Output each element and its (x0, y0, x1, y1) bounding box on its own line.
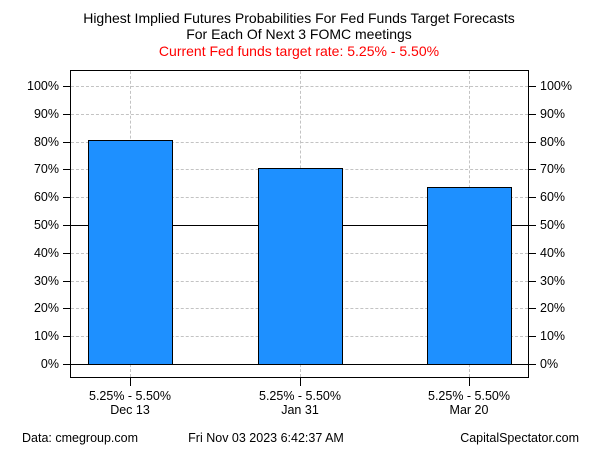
y-axis-label-left: 70% (33, 162, 59, 176)
y-axis-tick-right (529, 86, 536, 87)
y-axis-tick-left (63, 86, 70, 87)
chart-title-line1: Highest Implied Futures Probabilities Fo… (83, 10, 515, 26)
y-axis-tick-right (529, 169, 536, 170)
y-axis-tick-left (63, 308, 70, 309)
footer-site-name: CapitalSpectator.com (460, 431, 579, 445)
x-axis-tick (469, 378, 470, 386)
y-axis-label-left: 0% (40, 357, 59, 371)
y-axis-tick-left (63, 142, 70, 143)
x-axis-date-label: Dec 13 (110, 403, 150, 417)
y-axis-tick-left (63, 169, 70, 170)
gridline (71, 114, 528, 115)
chart-subtitle: Current Fed funds target rate: 5.25% - 5… (158, 43, 440, 59)
y-axis-label-left: 50% (33, 218, 59, 232)
y-axis-tick-right (529, 336, 536, 337)
plot-frame (70, 70, 529, 378)
y-axis-label-left: 30% (33, 274, 59, 288)
bar-dec-13 (88, 140, 173, 365)
footer-timestamp: Fri Nov 03 2023 6:42:37 AM (188, 431, 344, 445)
y-axis-label-right: 40% (540, 246, 566, 260)
x-axis-tick (130, 378, 131, 386)
y-axis-tick-left (63, 197, 70, 198)
y-axis-label-right: 60% (540, 190, 566, 204)
bar-mar-20 (427, 187, 512, 365)
x-axis-tick (300, 378, 301, 386)
bar-jan-31 (258, 168, 343, 365)
gridline (71, 142, 528, 143)
x-axis-label-group: 5.25% - 5.50% Dec 13 (60, 389, 200, 417)
y-axis-tick-right (529, 253, 536, 254)
chart-title-line2: For Each Of Next 3 FOMC meetings (186, 26, 412, 42)
y-axis-tick-left (63, 114, 70, 115)
y-axis-label-left: 100% (27, 79, 59, 93)
x-axis-rate-label: 5.25% - 5.50% (89, 389, 171, 403)
gridline (71, 86, 528, 87)
y-axis-label-left: 40% (33, 246, 59, 260)
y-axis-tick-right (529, 364, 536, 365)
y-axis-tick-right (529, 142, 536, 143)
y-axis-label-right: 50% (540, 218, 566, 232)
y-axis-tick-left (63, 364, 70, 365)
y-axis-tick-right (529, 281, 536, 282)
y-axis-tick-left (63, 281, 70, 282)
y-axis-tick-right (529, 225, 536, 226)
footer-data-source: Data: cmegroup.com (22, 431, 139, 445)
y-axis-tick-right (529, 114, 536, 115)
x-axis-rate-label: 5.25% - 5.50% (259, 389, 341, 403)
y-axis-label-left: 10% (33, 329, 59, 343)
x-axis-label-group: 5.25% - 5.50% Mar 20 (399, 389, 539, 417)
y-axis-label-right: 80% (540, 135, 566, 149)
y-axis-label-right: 0% (540, 357, 559, 371)
x-axis-date-label: Jan 31 (281, 403, 319, 417)
y-axis-label-left: 80% (33, 135, 59, 149)
x-axis-date-label: Mar 20 (449, 403, 489, 417)
x-axis-rate-label: 5.25% - 5.50% (428, 389, 510, 403)
y-axis-label-right: 70% (540, 162, 566, 176)
y-axis-label-left: 20% (33, 301, 59, 315)
y-axis-tick-left (63, 225, 70, 226)
y-axis-label-right: 10% (540, 329, 566, 343)
y-axis-tick-right (529, 308, 536, 309)
y-axis-label-right: 100% (540, 79, 572, 93)
y-axis-tick-left (63, 336, 70, 337)
y-axis-label-left: 90% (33, 107, 59, 121)
x-axis-label-group: 5.25% - 5.50% Jan 31 (230, 389, 370, 417)
y-axis-tick-left (63, 253, 70, 254)
y-axis-label-right: 90% (540, 107, 566, 121)
y-axis-tick-right (529, 197, 536, 198)
y-axis-label-right: 30% (540, 274, 566, 288)
y-axis-label-left: 60% (33, 190, 59, 204)
y-axis-label-right: 20% (540, 301, 566, 315)
